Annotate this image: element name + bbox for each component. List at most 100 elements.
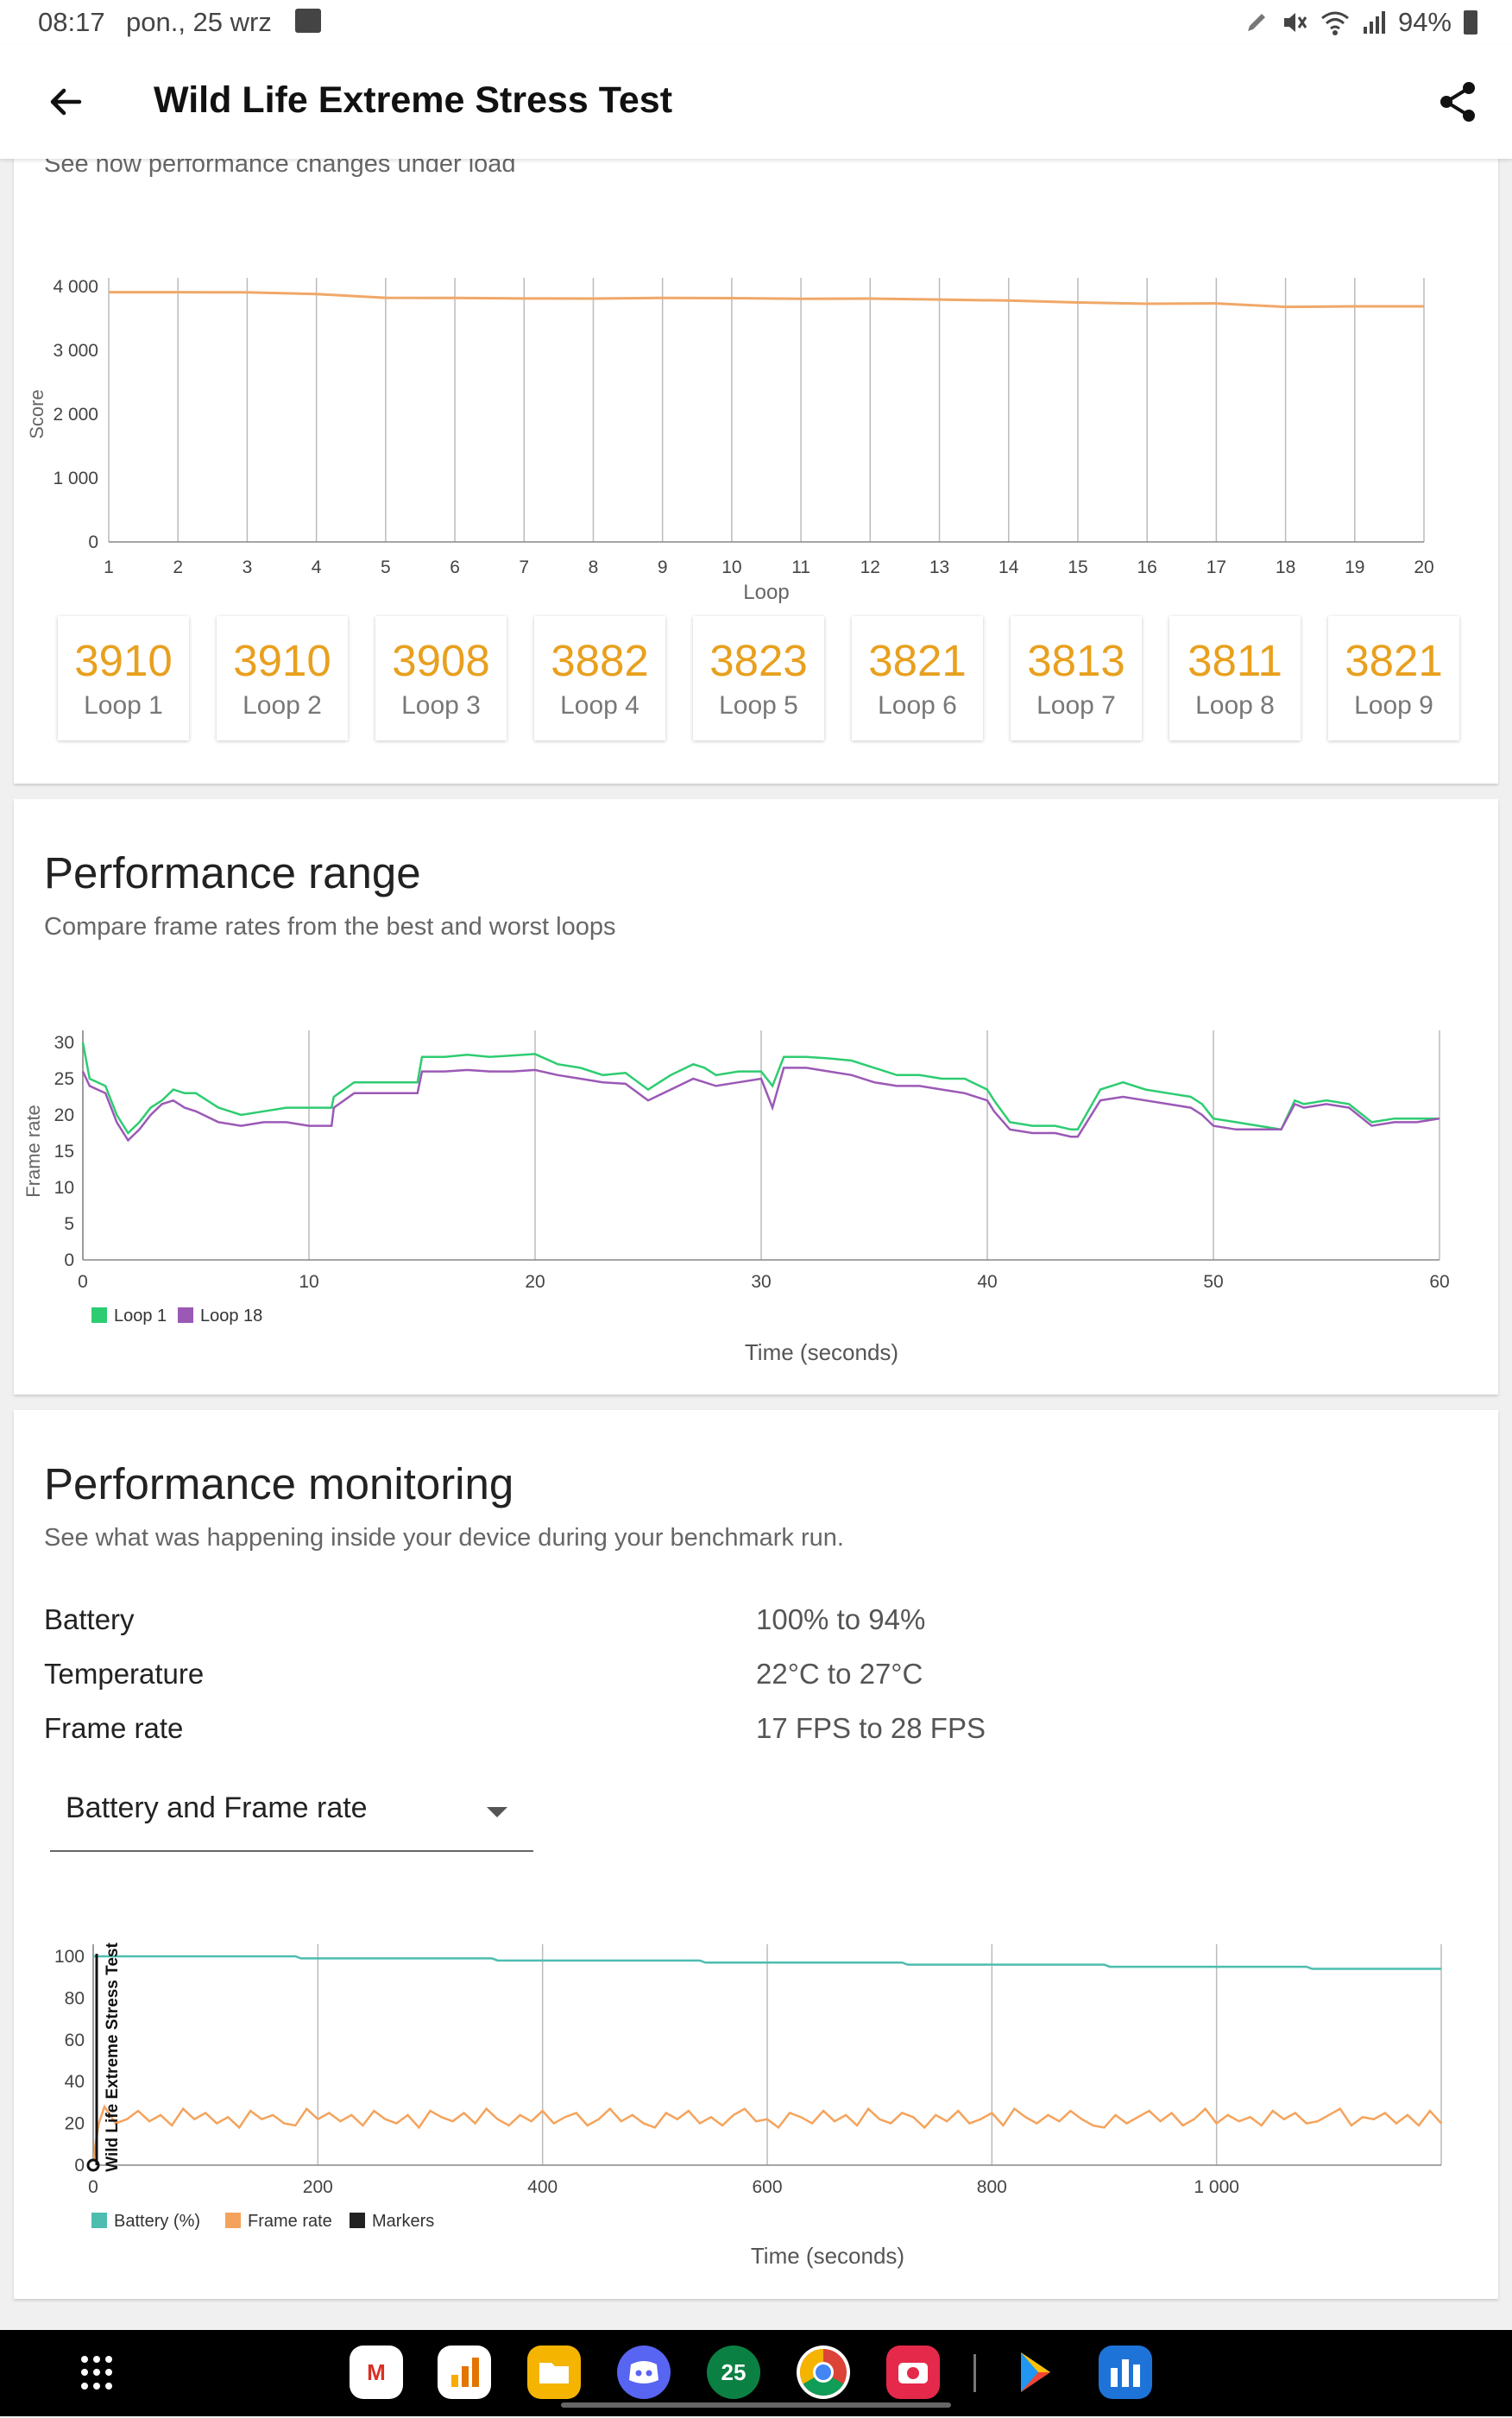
x-axis-label: Loop [743,581,789,604]
loop-score-label: Loop 9 [1354,691,1433,720]
temperature-label: Temperature [44,1658,205,1690]
wifi-icon [1321,11,1349,35]
signal-icon [1363,11,1385,34]
y-tick-label: 2 000 [53,405,98,425]
legend-swatch [350,2213,365,2228]
loop-score-card: 3823 Loop 5 [693,616,824,740]
files-icon[interactable] [527,2346,581,2399]
x-tick-label: 10 [299,1272,318,1292]
dock-divider [973,2354,976,2392]
x-tick-label: 20 [525,1272,545,1292]
play-store-icon[interactable] [1007,2346,1061,2399]
y-tick-label: 80 [65,1988,85,2008]
loop-score-card: 3813 Loop 7 [1011,616,1142,740]
x-tick-label: 600 [752,2177,782,2197]
temperature-value: 22°C to 27°C [756,1658,923,1690]
y-tick-label: 0 [88,532,98,552]
loop-score-card: 3811 Loop 8 [1169,616,1301,740]
y-tick-label: 40 [65,2072,85,2092]
calendar-icon[interactable]: 25 [707,2346,760,2399]
y-axis-label: Wild Life Extreme Stress Test [104,1943,122,2172]
loop-score-label: Loop 7 [1036,691,1116,720]
chrome-icon[interactable] [797,2346,850,2399]
x-tick-label: 400 [527,2177,558,2197]
legend-label: Loop 18 [200,1307,262,1325]
loop-score-card: 3821 Loop 6 [852,616,983,740]
loop-score-label: Loop 8 [1195,691,1275,720]
loop-score-value: 3813 [1027,636,1125,685]
camera-icon[interactable] [886,2346,940,2399]
x-tick-label: 10 [721,557,741,577]
section-title: Performance range [44,848,421,897]
x-tick-label: 18 [1276,557,1295,577]
section-subtitle: Compare frame rates from the best and wo… [44,913,616,941]
battery-percent: 94% [1397,7,1452,37]
x-tick-label: 7 [519,557,529,577]
battery-value: 100% to 94% [756,1603,926,1635]
y-tick-label: 10 [54,1178,74,1198]
x-tick-label: 13 [929,557,949,577]
frame-rate-series-line [81,1067,1440,1143]
y-axis-label: Score [26,389,47,438]
status-right: 94% [1244,7,1477,38]
section-subtitle: See what was happening inside your devic… [44,1524,844,1552]
battery-icon [1464,10,1477,35]
loop-score-value: 3908 [392,636,490,685]
page-title: Wild Life Extreme Stress Test [154,79,673,121]
monitoring-series-line [93,1955,1441,1970]
x-tick-label: 20 [1414,557,1433,577]
loop-score-card: 3821 Loop 9 [1328,616,1459,740]
stability-card: See how performance changes under load 1… [14,129,1498,784]
pen-icon [1247,14,1265,31]
x-tick-label: 9 [658,557,668,577]
home-gesture-handle[interactable] [561,2402,951,2408]
app-bar: Wild Life Extreme Stress Test [0,45,1512,159]
legend-swatch [91,1307,107,1323]
loop-score-value: 3821 [868,636,967,685]
legend-swatch [178,1307,193,1323]
x-tick-label: 12 [860,557,880,577]
x-tick-label: 17 [1206,557,1226,577]
mute-icon [1283,13,1307,32]
loop-score-value: 3882 [551,636,649,685]
navigation-bar: M 25 [0,2330,1512,2416]
y-tick-label: 1 000 [53,469,98,488]
frame-rate-chart: 0 10 20 30 40 50 60 0 5 10 15 20 25 30 Time (seconds) L… [22,1030,1450,1365]
loop-score-label: Loop 2 [243,691,322,720]
app-drawer-icon[interactable] [81,2356,116,2390]
share-icon[interactable] [1436,79,1479,124]
status-time: 08:17 [38,7,105,37]
x-tick-label: 4 [312,557,322,577]
monitoring-series-line [91,2104,1442,2166]
3dmark-icon[interactable] [1099,2346,1152,2399]
gallery-notification-icon [295,9,321,33]
y-tick-label: 0 [64,1250,74,1270]
y-tick-label: 15 [54,1142,74,1162]
x-axis-label: Time (seconds) [751,2243,904,2269]
y-tick-label: 5 [64,1214,74,1234]
gmail-icon[interactable]: M [350,2346,403,2399]
loop-score-label: Loop 1 [84,691,163,720]
y-axis-label: Frame rate [22,1105,44,1198]
back-arrow-icon[interactable] [45,81,86,123]
loop-score-value: 3823 [709,636,808,685]
loop-score-card: 3908 Loop 3 [375,616,507,740]
discord-icon[interactable] [617,2346,671,2399]
chart-selector-dropdown[interactable]: Battery and Frame rate [50,1783,533,1852]
x-tick-label: 15 [1068,557,1087,577]
loop-score-value: 3910 [233,636,331,685]
y-tick-label: 30 [54,1033,74,1053]
x-tick-label: 800 [977,2177,1007,2197]
analytics-icon[interactable] [438,2346,491,2399]
y-tick-label: 25 [54,1069,74,1089]
x-tick-label: 2 [173,557,183,577]
x-tick-label: 6 [450,557,460,577]
frame-rate-value: 17 FPS to 28 FPS [756,1712,986,1744]
loop-score-value: 3811 [1188,636,1282,685]
score-series-line [109,291,1424,309]
x-tick-label: 5 [381,557,391,577]
performance-monitoring-card: Performance monitoring See what was happ… [14,1410,1498,2299]
x-tick-label: 30 [751,1272,771,1292]
x-tick-label: 8 [589,557,599,577]
loop-score-label: Loop 4 [560,691,639,720]
